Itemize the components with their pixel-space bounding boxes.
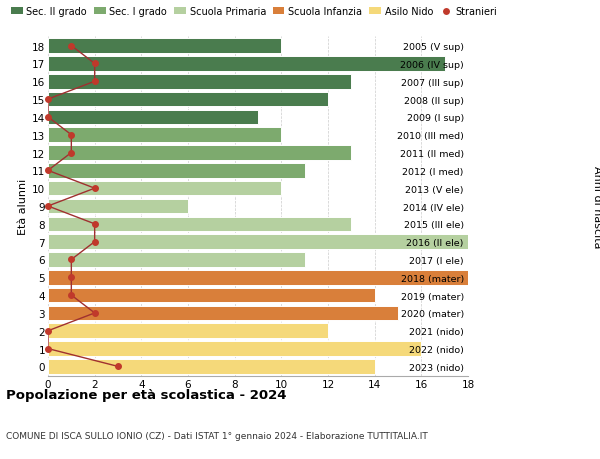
Point [43, 327, 53, 335]
Bar [48, 93, 328, 107]
Bar [48, 217, 352, 232]
Point [67, 150, 76, 157]
Point [90, 309, 100, 317]
Point [90, 238, 100, 246]
Bar [48, 359, 374, 374]
Point [67, 43, 76, 50]
Point [43, 96, 53, 104]
Bar [48, 128, 281, 143]
Bar [48, 270, 468, 285]
Bar [48, 306, 398, 320]
Bar [48, 324, 328, 338]
Bar [48, 288, 374, 303]
Point [113, 363, 123, 370]
Text: Anni di nascita: Anni di nascita [592, 165, 600, 248]
Bar [48, 75, 352, 90]
Point [90, 78, 100, 86]
Y-axis label: Età alunni: Età alunni [18, 179, 28, 235]
Point [90, 221, 100, 228]
Legend: Sec. II grado, Sec. I grado, Scuola Primaria, Scuola Infanzia, Asilo Nido, Stran: Sec. II grado, Sec. I grado, Scuola Prim… [11, 7, 497, 17]
Bar [48, 146, 352, 161]
Point [43, 114, 53, 121]
Bar [48, 252, 305, 267]
Point [67, 132, 76, 139]
Point [67, 256, 76, 263]
Bar [48, 57, 445, 72]
Point [67, 292, 76, 299]
Bar [48, 39, 281, 54]
Point [43, 345, 53, 353]
Text: COMUNE DI ISCA SULLO IONIO (CZ) - Dati ISTAT 1° gennaio 2024 - Elaborazione TUTT: COMUNE DI ISCA SULLO IONIO (CZ) - Dati I… [6, 431, 428, 441]
Point [90, 185, 100, 192]
Bar [48, 341, 421, 356]
Bar [48, 199, 188, 214]
Bar [48, 110, 258, 125]
Text: Popolazione per età scolastica - 2024: Popolazione per età scolastica - 2024 [6, 388, 287, 401]
Point [90, 61, 100, 68]
Bar [48, 181, 281, 196]
Point [67, 274, 76, 281]
Bar [48, 164, 305, 178]
Point [43, 168, 53, 175]
Point [43, 203, 53, 210]
Bar [48, 235, 468, 249]
